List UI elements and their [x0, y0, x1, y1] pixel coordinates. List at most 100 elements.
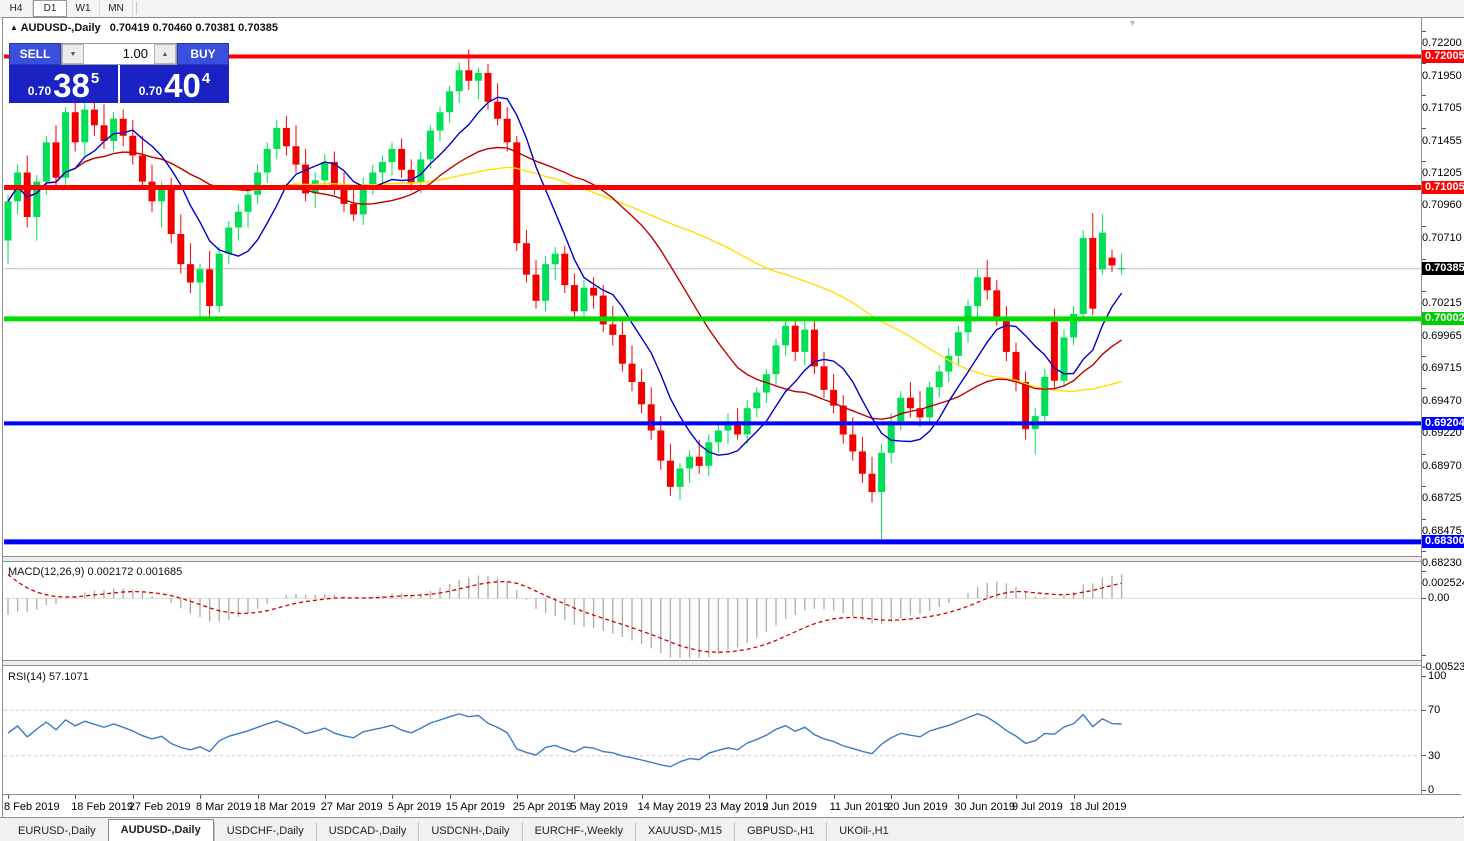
date-tick	[766, 795, 768, 799]
date-label: 5 May 2019	[570, 801, 628, 813]
chart-tab-usdcnh[interactable]: USDCNH-,Daily	[418, 822, 521, 841]
chart-tab-gbpusd[interactable]: GBPUSD-,H1	[733, 822, 826, 841]
chart-tab-xauusd[interactable]: XAUUSD-,M15	[634, 822, 734, 841]
macd-indicator-pane[interactable]	[4, 562, 1421, 662]
price-axis: 0.72200 0.71950 0.71705 0.71455 0.71205 0.709…	[1422, 18, 1464, 816]
timeframe-toolbar: H4 D1 W1 MN	[0, 0, 1464, 18]
date-tick	[449, 795, 451, 799]
axis-divider	[1421, 18, 1422, 794]
timeframe-button-d1[interactable]: D1	[33, 0, 67, 17]
volume-decrease-button[interactable]: ▼	[62, 44, 84, 64]
price-axis-tick: 0.70215	[1422, 285, 1464, 309]
price-axis-tick: 0.68230	[1422, 545, 1464, 569]
date-tick	[641, 795, 643, 799]
price-tag: 0.68300	[1422, 535, 1464, 549]
chart-symbol-period: AUDUSD-,Daily	[20, 22, 101, 34]
one-click-trading-panel: SELL ▼ 1.00 ▲ BUY 0.70 38 5 0.70 40 4	[9, 43, 229, 103]
sell-price-digits: 38	[53, 67, 90, 104]
sell-price-prefix: 0.70	[27, 84, 52, 98]
price-axis-tick: 0.68475	[1422, 513, 1464, 537]
volume-increase-button[interactable]: ▲	[154, 44, 176, 64]
macd-axis-tick: 0.00	[1422, 592, 1464, 604]
volume-stepper: ▼ 1.00 ▲	[61, 43, 177, 65]
date-label: 9 Jul 2019	[1012, 801, 1063, 813]
rsi-label: RSI(14) 57.1071	[8, 671, 89, 683]
pane-splitter[interactable]	[3, 556, 1461, 562]
date-label: 27 Feb 2019	[128, 801, 191, 813]
date-tick	[200, 795, 201, 799]
date-axis: 8 Feb 2019 18 Feb 2019 27 Feb 2019 8 Mar 20…	[3, 794, 1461, 817]
date-tick	[1016, 795, 1017, 799]
sell-button[interactable]: SELL	[9, 43, 61, 65]
macd-label: MACD(12,26,9) 0.002172 0.001685	[8, 566, 183, 578]
date-label: 23 May 2019	[704, 801, 769, 813]
date-label: 8 Mar 2019	[196, 801, 252, 813]
date-label: 30 Jun 2019	[954, 801, 1015, 813]
chart-title: ▲ AUDUSD-,Daily 0.70419 0.70460 0.70381 …	[10, 22, 278, 34]
buy-price-pip: 4	[201, 70, 211, 87]
sell-price-pip: 5	[90, 70, 100, 87]
chart-tab-usdcad[interactable]: USDCAD-,Daily	[315, 822, 419, 841]
date-label: 20 Jun 2019	[887, 801, 948, 813]
date-label: 27 Mar 2019	[320, 801, 383, 813]
date-label: 2 Jun 2019	[762, 801, 817, 813]
buy-price[interactable]: 0.70 40 4	[120, 65, 229, 103]
buy-price-prefix: 0.70	[138, 84, 163, 98]
price-axis-tick: 0.70710	[1422, 220, 1464, 244]
volume-input[interactable]: 1.00	[122, 46, 148, 61]
timeframe-button-w1[interactable]: W1	[67, 0, 100, 17]
date-tick	[891, 795, 893, 799]
date-tick	[1073, 795, 1075, 799]
chart-tab-eurusd[interactable]: EURUSD-,Daily	[18, 825, 96, 837]
timeframe-button-mn[interactable]: MN	[100, 0, 133, 17]
price-axis-tick: 0.71950	[1422, 58, 1464, 82]
chart-tab-eurchf[interactable]: EURCHF-,Weekly	[521, 822, 635, 841]
price-axis-tick: 0.68970	[1422, 448, 1464, 472]
price-axis-tick: 0.71205	[1422, 155, 1464, 179]
chart-tab-ukoil[interactable]: UKOil-,H1	[826, 822, 901, 841]
timeframe-button-h4[interactable]: H4	[0, 0, 33, 17]
date-label: 5 Apr 2019	[388, 801, 442, 813]
date-label: 18 Feb 2019	[71, 801, 133, 813]
expand-arrow-icon[interactable]: ▲	[10, 23, 18, 32]
price-axis-tick: 0.72200	[1422, 25, 1464, 49]
price-axis-tick: 0.69470	[1422, 383, 1464, 407]
buy-button[interactable]: BUY	[177, 43, 229, 65]
price-tag: 0.69204	[1422, 416, 1464, 430]
toolbar-separator	[136, 2, 137, 15]
date-label: 8 Feb 2019	[4, 801, 60, 813]
date-label: 14 May 2019	[637, 801, 702, 813]
date-label: 18 Mar 2019	[253, 801, 316, 813]
date-label: 11 Jun 2019	[829, 801, 890, 813]
rsi-indicator-pane[interactable]	[4, 666, 1421, 793]
date-tick	[257, 795, 259, 799]
date-tick	[75, 795, 77, 799]
price-tag: 0.70002	[1422, 312, 1464, 326]
rsi-axis-tick: 70	[1422, 704, 1464, 716]
price-axis-tick: 0.69715	[1422, 350, 1464, 374]
macd-axis-tick: 0.002524	[1422, 565, 1464, 589]
price-axis-tick: 0.71705	[1422, 90, 1464, 114]
price-axis-tick: 0.71455	[1422, 123, 1464, 147]
pane-splitter[interactable]	[3, 660, 1461, 666]
date-tick	[708, 795, 710, 799]
date-label: 25 Apr 2019	[512, 801, 573, 813]
price-tag: 0.71005	[1422, 181, 1464, 195]
price-axis-tick: 0.68725	[1422, 480, 1464, 504]
autoscroll-marker-icon: ▼	[1128, 18, 1137, 28]
rsi-axis-tick: 0	[1422, 784, 1464, 796]
date-tick	[8, 795, 9, 799]
chart-tab-usdchf[interactable]: USDCHF-,Daily	[213, 822, 316, 841]
date-tick	[132, 795, 134, 799]
date-tick	[958, 795, 960, 799]
chart-tab-audusd[interactable]: AUDUSD-,Daily	[107, 819, 214, 841]
rsi-axis-tick: 100	[1422, 670, 1464, 682]
price-tag: 0.70385	[1422, 262, 1464, 276]
date-tick	[833, 795, 835, 799]
price-chart[interactable]	[4, 18, 1421, 556]
date-tick	[324, 795, 326, 799]
macd-axis-tick: -0.005234	[1422, 649, 1464, 673]
date-label: 15 Apr 2019	[445, 801, 505, 813]
chart-tab-bar: EURUSD-,Daily AUDUSD-,Daily USDCHF-,Daily U…	[0, 817, 1464, 841]
sell-price[interactable]: 0.70 38 5	[9, 65, 118, 103]
